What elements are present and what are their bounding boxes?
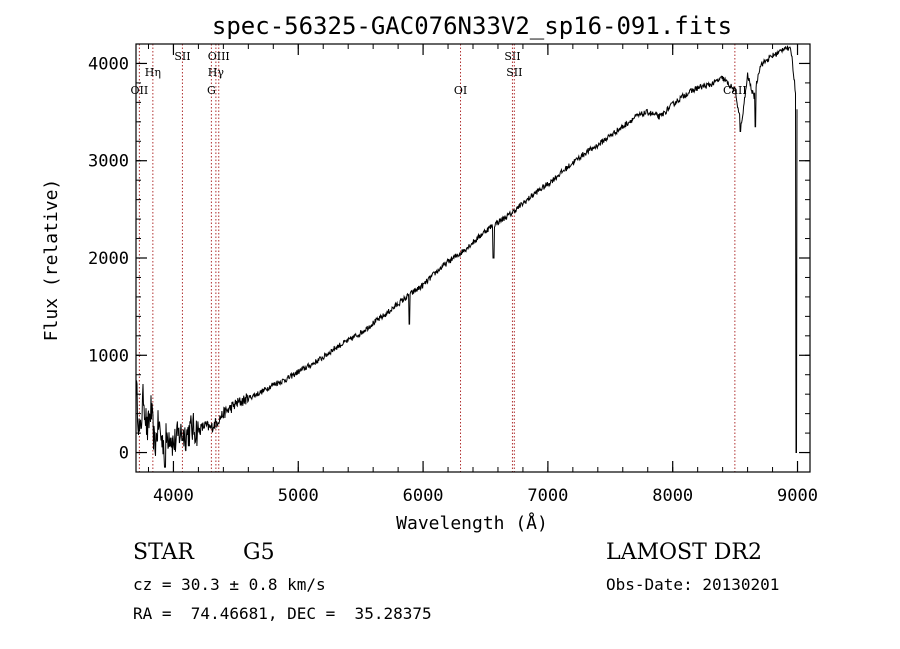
axes: 4000 5000 6000 7000 8000 9000 0 1000 2000 3000 400… xyxy=(88,43,818,506)
line-marker-label: OII xyxy=(131,84,149,97)
line-marker-label: SII xyxy=(506,66,522,79)
x-tick-label: 6000 xyxy=(403,486,444,506)
object-subclass: G5 xyxy=(243,540,275,565)
line-marker-label: SII xyxy=(174,50,190,63)
y-axis-label: Flux (relative) xyxy=(41,179,62,342)
line-marker-label: OI xyxy=(454,84,467,97)
chart-title: spec-56325-GAC076N33V2_sp16-091.fits xyxy=(212,12,732,40)
line-marker-label: OIII xyxy=(208,50,230,63)
line-marker-label: Hη xyxy=(145,66,161,79)
spectrum-line xyxy=(135,45,798,468)
y-tick-label: 4000 xyxy=(88,54,129,74)
x-axis-label: Wavelength (Å) xyxy=(396,512,548,534)
line-marker-label: SII xyxy=(504,50,520,63)
y-tick-label: 1000 xyxy=(88,346,129,366)
y-tick-label: 3000 xyxy=(88,152,129,172)
y-tick-label: 2000 xyxy=(88,249,129,269)
x-tick-label: 7000 xyxy=(527,486,568,506)
object-type: STAR xyxy=(133,540,194,565)
survey-name: LAMOST DR2 xyxy=(606,540,762,565)
y-tick-label: 0 xyxy=(119,444,129,464)
x-tick-label: 9000 xyxy=(777,486,818,506)
line-marker-label: G xyxy=(207,84,216,97)
observation-date: Obs-Date: 20130201 xyxy=(606,575,780,594)
plot-frame xyxy=(135,43,811,473)
spectrum-series xyxy=(135,45,798,468)
sky-coordinates: RA = 74.46681, DEC = 35.28375 xyxy=(133,604,432,623)
emission-line-markers: OII Hη SII G Hγ OIII OI SII SII CaII xyxy=(131,44,747,472)
redshift-cz: cz = 30.3 ± 0.8 km/s xyxy=(133,575,326,594)
x-tick-label: 5000 xyxy=(278,486,319,506)
line-marker-label: CaII xyxy=(723,84,747,97)
x-tick-label: 8000 xyxy=(652,486,693,506)
line-marker-label: Hγ xyxy=(208,66,225,79)
x-tick-label: 4000 xyxy=(153,486,194,506)
